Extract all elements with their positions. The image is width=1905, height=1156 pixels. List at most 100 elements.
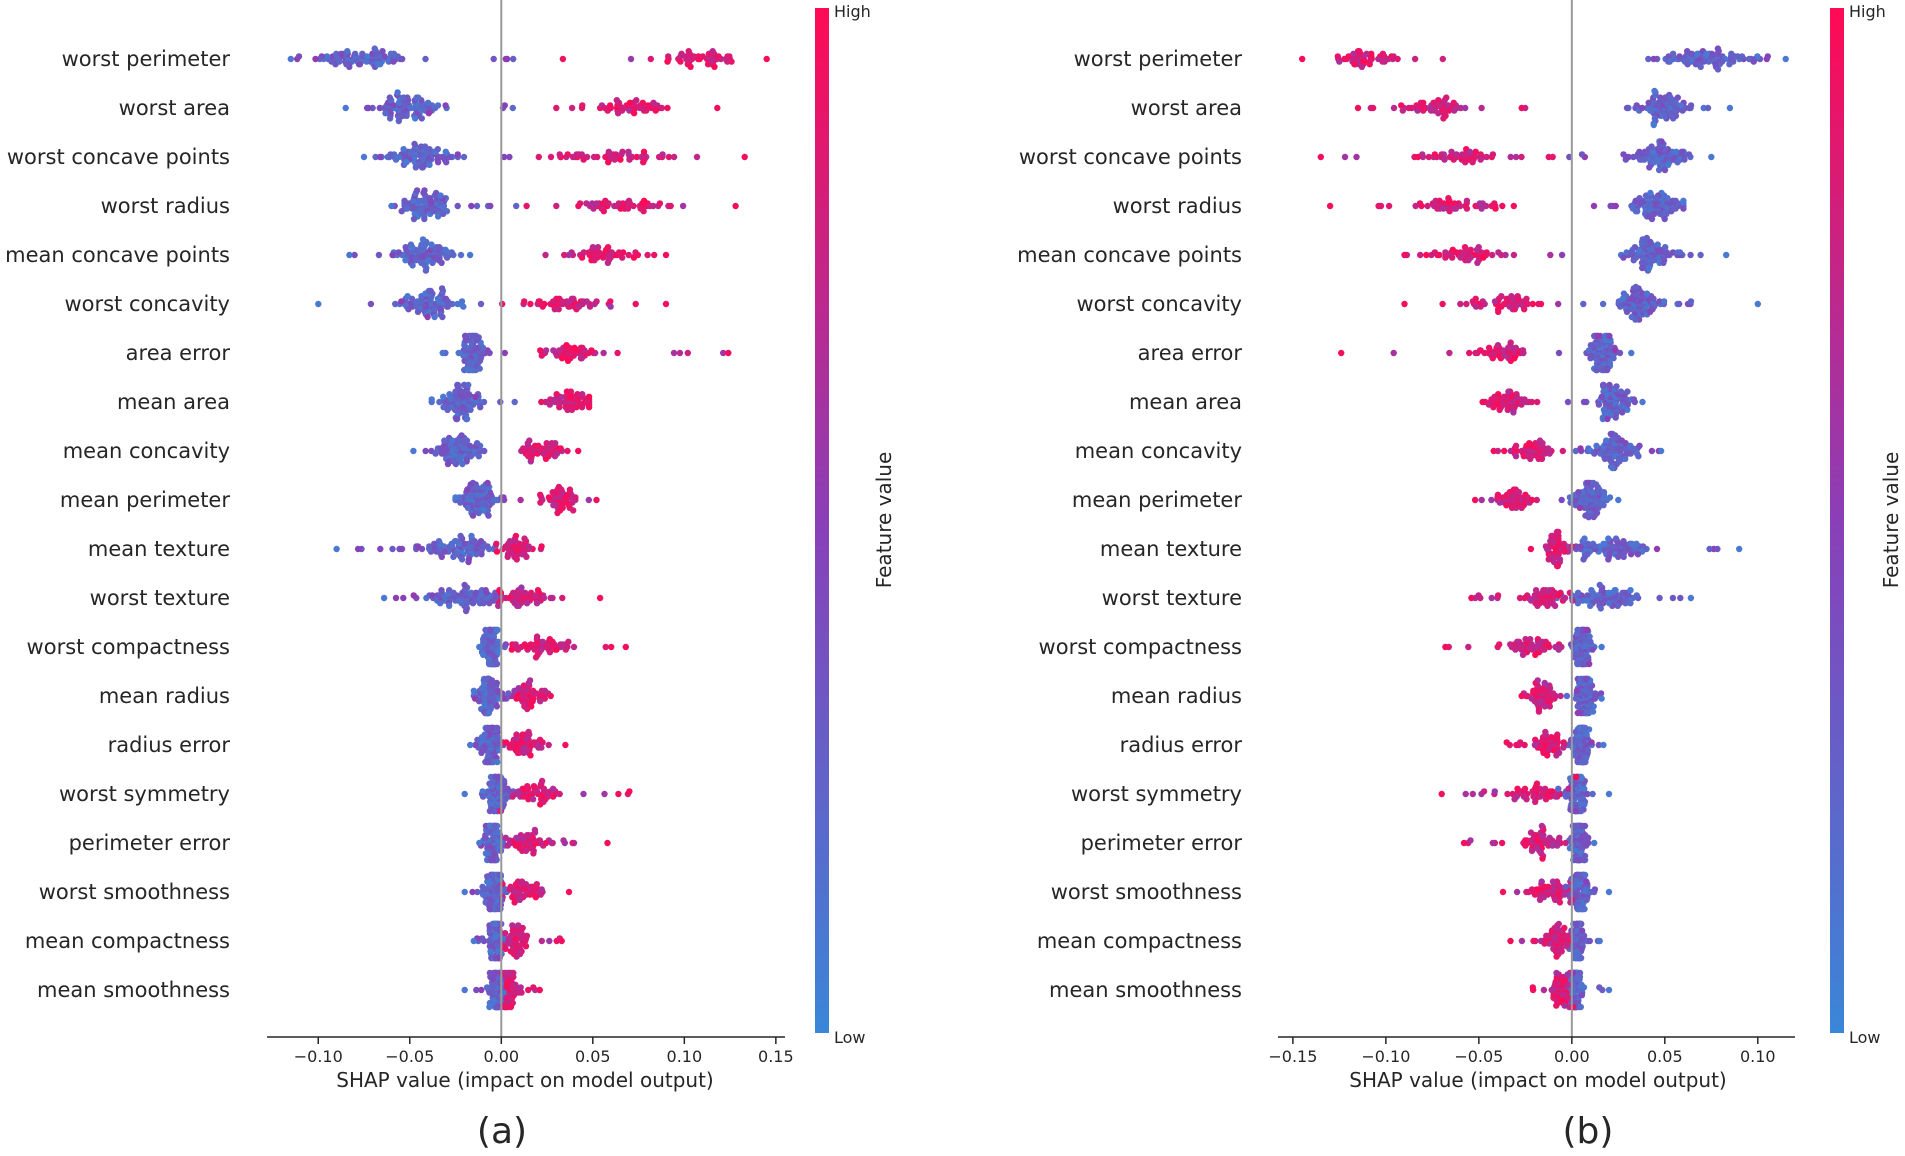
shap-dot xyxy=(1507,641,1514,648)
shap-dot xyxy=(487,202,494,210)
shap-dot xyxy=(685,48,692,55)
shap-dot xyxy=(1669,50,1677,57)
shap-dot xyxy=(495,602,502,609)
shap-dot xyxy=(488,677,496,684)
shap-dot xyxy=(1621,589,1629,596)
shap-dot xyxy=(1514,293,1521,300)
shap-dot xyxy=(1628,540,1636,547)
shap-dot xyxy=(1559,447,1567,455)
shap-dot xyxy=(464,486,471,493)
shap-dot xyxy=(578,151,585,158)
shap-dot xyxy=(1736,545,1743,553)
x-tick-label: 0.15 xyxy=(758,1047,794,1066)
shap-dot xyxy=(377,545,384,553)
shap-dot xyxy=(467,741,474,749)
shap-dot xyxy=(1496,406,1503,413)
shap-dot xyxy=(644,251,651,259)
shap-dot xyxy=(1672,197,1679,204)
shap-dot xyxy=(481,834,489,841)
shap-dot xyxy=(1446,349,1453,357)
shap-dot xyxy=(410,215,418,223)
shap-dot xyxy=(1588,587,1595,594)
shap-dot xyxy=(1368,53,1375,60)
shap-dot xyxy=(476,839,483,847)
shap-dot xyxy=(501,930,509,937)
shap-dot xyxy=(617,156,624,163)
shap-dot xyxy=(407,241,415,248)
shap-dot xyxy=(443,254,451,261)
shap-dot xyxy=(404,293,411,300)
shap-dot xyxy=(523,832,531,839)
shap-dot xyxy=(549,594,556,602)
shap-dot xyxy=(1573,630,1581,638)
shap-dot xyxy=(1581,535,1588,542)
shap-dot xyxy=(1647,107,1654,114)
shap-dot xyxy=(677,58,684,65)
shap-dot xyxy=(1491,393,1498,400)
feature-label: mean smoothness xyxy=(37,978,230,1002)
shap-dot xyxy=(1673,148,1680,155)
shap-dot xyxy=(1677,594,1684,602)
shap-dot xyxy=(527,752,534,759)
shap-dot xyxy=(1639,398,1646,406)
shap-dot xyxy=(627,55,635,63)
shap-dot xyxy=(1633,592,1641,599)
shap-dot xyxy=(476,643,483,651)
shap-dot xyxy=(442,148,449,155)
shap-dot xyxy=(1629,445,1637,452)
shap-dot xyxy=(632,300,639,308)
shap-dot xyxy=(388,202,395,210)
shap-dot xyxy=(1441,156,1448,163)
shap-dot xyxy=(475,698,483,705)
shap-dot xyxy=(1507,339,1514,346)
shap-dot xyxy=(482,587,489,594)
shap-dot xyxy=(1411,55,1419,63)
shap-dot xyxy=(515,602,522,609)
shap-dot xyxy=(520,682,527,689)
shap-dot xyxy=(431,540,438,547)
shap-dot xyxy=(441,548,449,555)
shap-dot xyxy=(1413,102,1420,109)
shap-dot xyxy=(1521,741,1528,749)
shap-dot xyxy=(472,741,479,749)
shap-dot xyxy=(580,298,587,305)
shap-dot xyxy=(1539,646,1546,653)
shap-dot xyxy=(532,592,539,599)
shap-dot xyxy=(493,540,500,547)
shap-dot xyxy=(509,922,516,929)
shap-dot xyxy=(532,654,540,661)
shap-dot xyxy=(535,153,542,161)
shap-dot xyxy=(429,592,436,599)
shap-dot xyxy=(732,202,739,210)
shap-dot xyxy=(488,871,496,879)
shap-dot xyxy=(549,489,556,496)
shap-dot xyxy=(1458,156,1466,163)
shap-dot xyxy=(485,937,493,945)
shap-dot xyxy=(615,790,622,798)
shap-dot xyxy=(478,352,485,359)
shap-dot xyxy=(1518,504,1525,511)
shap-dot xyxy=(1457,300,1464,308)
shap-dot xyxy=(640,148,648,155)
shap-dot xyxy=(1512,453,1520,460)
feature-label: worst concavity xyxy=(64,292,230,316)
shap-dot xyxy=(1676,53,1683,60)
shap-dot xyxy=(502,834,509,841)
shap-dot xyxy=(436,398,443,406)
shap-dot xyxy=(470,937,477,945)
shap-dot xyxy=(1551,602,1559,609)
shap-dot xyxy=(1463,197,1471,204)
shap-dot xyxy=(1562,793,1570,800)
shap-dot xyxy=(607,298,614,305)
shap-dot xyxy=(611,156,618,163)
shap-dot xyxy=(400,594,407,602)
shap-dot xyxy=(1703,50,1710,57)
shap-dot xyxy=(425,287,433,295)
shap-dot xyxy=(608,643,615,651)
shap-dot xyxy=(1542,796,1550,803)
shap-dot xyxy=(1535,708,1543,715)
shap-dot xyxy=(295,53,303,60)
shap-dot xyxy=(1439,55,1447,63)
shap-dot xyxy=(515,749,523,756)
